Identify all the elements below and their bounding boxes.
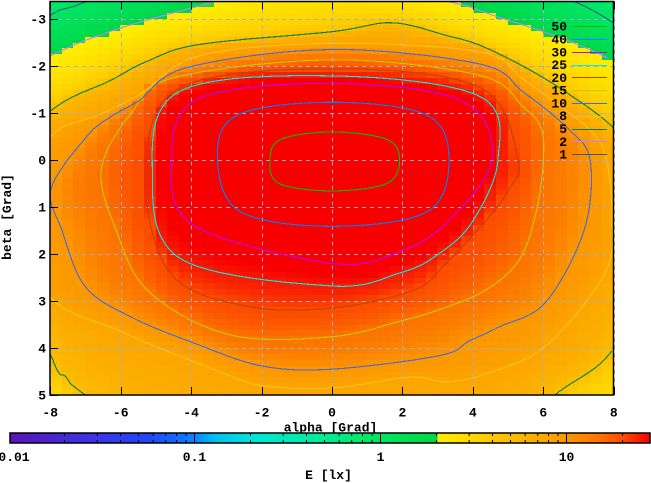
svg-text:E [lx]: E [lx] xyxy=(305,468,352,483)
svg-text:10: 10 xyxy=(551,96,567,111)
svg-text:-8: -8 xyxy=(42,406,58,421)
svg-text:0.1: 0.1 xyxy=(183,450,207,465)
svg-text:1: 1 xyxy=(38,201,46,216)
svg-text:-1: -1 xyxy=(30,107,46,122)
svg-text:4: 4 xyxy=(469,406,477,421)
svg-text:5: 5 xyxy=(559,122,567,137)
svg-text:20: 20 xyxy=(551,71,567,86)
svg-text:2: 2 xyxy=(559,135,567,150)
svg-text:0: 0 xyxy=(38,154,46,169)
svg-text:2: 2 xyxy=(398,406,406,421)
svg-text:8: 8 xyxy=(559,109,567,124)
svg-text:2: 2 xyxy=(38,248,46,263)
svg-text:3: 3 xyxy=(38,295,46,310)
svg-text:25: 25 xyxy=(551,58,567,73)
svg-text:beta [Grad]: beta [Grad] xyxy=(0,174,15,260)
svg-text:6: 6 xyxy=(539,406,547,421)
svg-text:8: 8 xyxy=(610,406,618,421)
svg-text:1: 1 xyxy=(377,450,385,465)
svg-text:-2: -2 xyxy=(254,406,270,421)
svg-text:-4: -4 xyxy=(183,406,199,421)
svg-text:40: 40 xyxy=(551,33,567,48)
svg-text:-3: -3 xyxy=(30,13,46,28)
svg-text:15: 15 xyxy=(551,84,567,99)
svg-text:0.01: 0.01 xyxy=(0,450,30,465)
svg-text:-6: -6 xyxy=(113,406,129,421)
svg-text:10: 10 xyxy=(559,450,575,465)
svg-text:30: 30 xyxy=(551,45,567,60)
svg-text:50: 50 xyxy=(551,20,567,35)
svg-text:4: 4 xyxy=(38,342,46,357)
svg-text:-2: -2 xyxy=(30,60,46,75)
svg-text:0: 0 xyxy=(328,406,336,421)
svg-text:5: 5 xyxy=(38,389,46,404)
svg-text:alpha [Grad]: alpha [Grad] xyxy=(284,421,378,436)
svg-text:1: 1 xyxy=(559,148,567,163)
